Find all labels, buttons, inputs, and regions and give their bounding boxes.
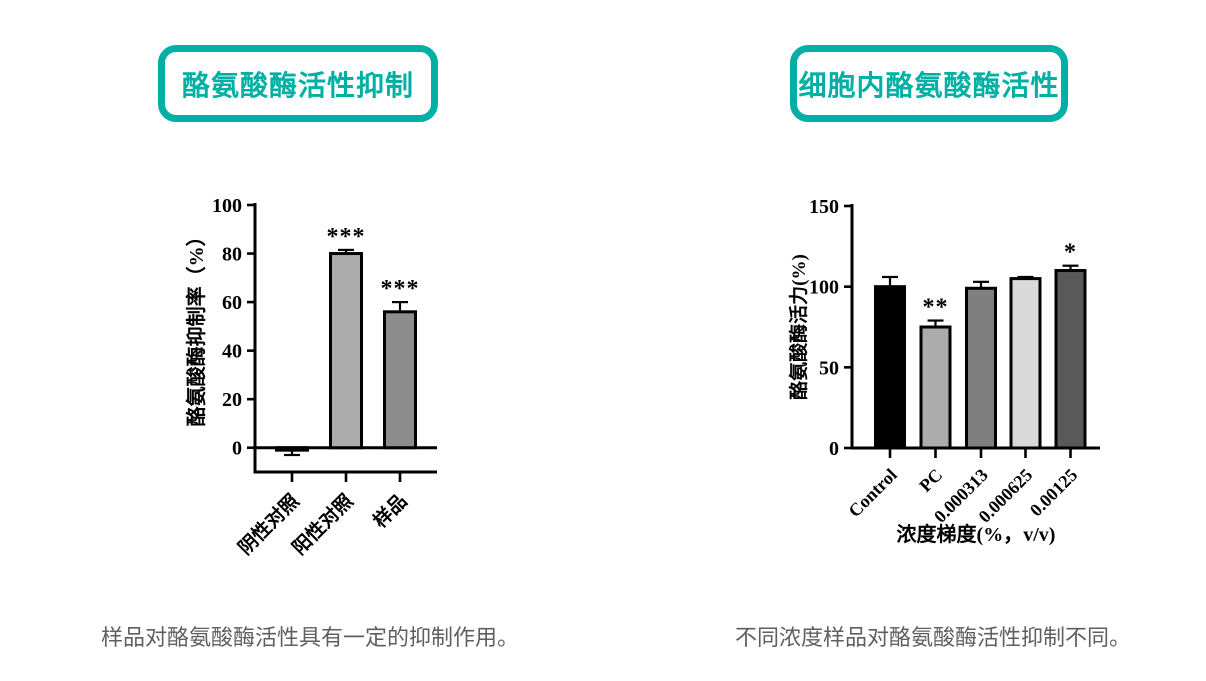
y-tick-label: 0 [232, 438, 242, 460]
y-tick-label: 60 [222, 292, 242, 314]
bar [874, 285, 906, 450]
bar [275, 446, 309, 452]
y-tick-label: 0 [829, 438, 839, 460]
y-tick-label: 80 [222, 244, 242, 266]
bar [919, 325, 952, 450]
y-tick-label: 100 [809, 277, 839, 299]
y-tick-label: 150 [809, 196, 839, 218]
y-axis-title: 酪氨酸酶活力(%) [787, 254, 810, 400]
bar [383, 310, 417, 450]
bar [329, 252, 363, 450]
bar [1054, 269, 1087, 450]
significance-stars: * [1064, 240, 1077, 266]
right-title: 细胞内酪氨酸酶活性 [798, 69, 1060, 101]
x-tick-label: Control [844, 465, 900, 521]
bar [1009, 277, 1042, 450]
left-title-box: 酪氨酸酶活性抑制 [158, 45, 438, 122]
left-caption: 样品对酪氨酸酶活性具有一定的抑制作用。 [100, 625, 519, 650]
y-tick-label: 40 [222, 341, 242, 363]
left-title: 酪氨酸酶活性抑制 [181, 69, 414, 101]
x-tick-label: PC [915, 465, 946, 496]
x-tick-label: 样品 [368, 489, 411, 532]
bar [965, 286, 997, 450]
significance-stars: *** [381, 276, 420, 302]
x-tick-label: 0.00125 [1026, 465, 1082, 521]
y-tick-label: 20 [222, 389, 242, 411]
y-tick-label: 100 [212, 195, 242, 217]
x-axis-title: 浓度梯度(%，v/v) [897, 522, 1056, 546]
right-caption: 不同浓度样品对酪氨酸酶活性抑制不同。 [734, 625, 1131, 650]
y-axis-title: 酪氨酸酶抑制率（%） [184, 226, 208, 426]
right-bar-chart: 050100150酪氨酸酶活力(%)Control**PC0.0003130.0… [787, 196, 1100, 546]
y-tick-label: 50 [819, 357, 839, 379]
x-tick-label: 阳性对照 [288, 489, 358, 559]
right-title-box: 细胞内酪氨酸酶活性 [790, 45, 1068, 122]
significance-stars: ** [923, 295, 949, 321]
significance-stars: *** [327, 224, 366, 250]
